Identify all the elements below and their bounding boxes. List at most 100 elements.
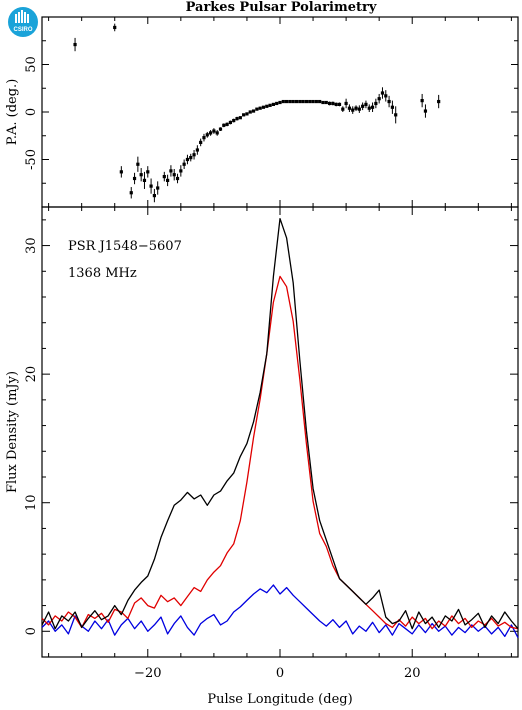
pa-point — [275, 101, 279, 106]
pa-point — [129, 191, 133, 195]
chart-title: Parkes Pulsar Polarimetry — [186, 0, 377, 15]
pa-point — [291, 99, 295, 104]
pa-point — [132, 176, 137, 181]
pa-y-tick-label: 50 — [24, 56, 39, 73]
pa-point — [285, 99, 289, 104]
pa-point — [327, 101, 332, 106]
pa-y-tick-label: -50 — [24, 149, 39, 170]
x-tick-label: 20 — [404, 666, 421, 681]
pa-point — [380, 91, 385, 95]
pa-point — [139, 173, 143, 177]
pa-point — [347, 106, 352, 110]
pa-point — [185, 157, 190, 162]
circular-polarization-line — [41, 584, 519, 638]
pa-point — [218, 127, 223, 131]
pa-point — [166, 178, 170, 182]
pa-point — [423, 109, 428, 113]
flux-y-tick-label: 20 — [24, 366, 39, 383]
annotation-frequency: 1368 MHz — [68, 266, 137, 281]
csiro-logo: CSIRO — [8, 7, 38, 37]
pa-point — [73, 42, 77, 47]
pa-point — [437, 99, 441, 104]
pa-point — [255, 107, 259, 111]
pa-point — [149, 184, 153, 188]
pa-point — [384, 94, 388, 98]
pa-point — [344, 101, 348, 106]
pa-point — [169, 169, 173, 173]
pa-point — [394, 113, 398, 117]
pa-point — [331, 101, 335, 106]
pa-point — [232, 118, 236, 123]
linear-polarization-line — [41, 275, 519, 630]
x-axis-label: Pulse Longitude (deg) — [207, 692, 352, 707]
pa-point — [215, 131, 219, 135]
pa-point — [222, 123, 226, 127]
pa-point — [314, 99, 318, 104]
pa-y-axis-label: P.A. (deg.) — [5, 79, 20, 146]
pa-point — [341, 107, 345, 111]
pa-point — [189, 156, 193, 160]
pa-point — [268, 103, 272, 107]
pa-point — [374, 101, 378, 106]
pa-point — [202, 136, 206, 140]
pa-point — [364, 102, 368, 106]
pa-points — [73, 23, 441, 203]
pa-point — [318, 99, 322, 104]
pa-point — [162, 175, 166, 179]
pa-point — [354, 106, 358, 110]
pa-point — [182, 162, 186, 166]
pa-point — [387, 99, 391, 104]
pa-point — [281, 99, 285, 104]
pa-point — [261, 105, 266, 109]
pa-point — [142, 178, 147, 182]
logo-text: CSIRO — [13, 27, 32, 33]
pa-point — [242, 113, 246, 117]
x-tick-label: −20 — [134, 666, 161, 681]
pa-point — [192, 153, 196, 157]
pa-point — [208, 131, 213, 135]
flux-y-tick-label: 0 — [24, 627, 39, 635]
pa-point — [156, 186, 160, 190]
pa-point — [298, 99, 302, 104]
pa-point — [175, 176, 180, 181]
pa-point — [195, 148, 199, 152]
pa-point — [265, 104, 269, 108]
pa-point — [199, 140, 203, 144]
pa-point — [390, 105, 394, 109]
pa-point — [245, 112, 249, 116]
flux-y-tick-label: 30 — [24, 237, 39, 254]
pa-point — [146, 170, 150, 174]
total-intensity-line — [41, 217, 519, 630]
pa-point — [321, 100, 325, 105]
pa-point — [420, 99, 424, 103]
pa-point — [271, 102, 275, 106]
pa-point — [377, 97, 381, 101]
pa-point — [370, 105, 375, 109]
flux-axis-ticks: 0 10 20 30 −20 0 20 — [24, 207, 518, 681]
pa-axis-ticks: -50 0 50 — [24, 17, 518, 207]
pa-point — [205, 133, 209, 137]
flux-series — [41, 217, 519, 638]
pa-point — [179, 169, 183, 173]
pa-point — [324, 100, 328, 105]
pa-point — [225, 122, 229, 126]
pa-point — [357, 107, 361, 111]
pa-point — [251, 109, 256, 113]
pa-point — [311, 99, 315, 104]
pa-y-tick-label: 0 — [24, 108, 39, 116]
pa-point — [361, 104, 365, 108]
pa-point — [172, 173, 176, 177]
pa-point — [367, 106, 371, 110]
pa-point — [235, 117, 239, 121]
pa-point — [304, 99, 309, 104]
annotation-psr-name: PSR J1548−5607 — [68, 239, 182, 254]
pa-point — [212, 129, 216, 133]
flux-y-axis-label: Flux Density (mJy) — [5, 371, 20, 493]
pa-point — [301, 99, 305, 104]
pa-point — [351, 108, 355, 112]
pa-point — [288, 99, 292, 104]
pa-point — [337, 102, 342, 106]
pa-point — [113, 25, 117, 30]
pa-point — [248, 110, 252, 114]
